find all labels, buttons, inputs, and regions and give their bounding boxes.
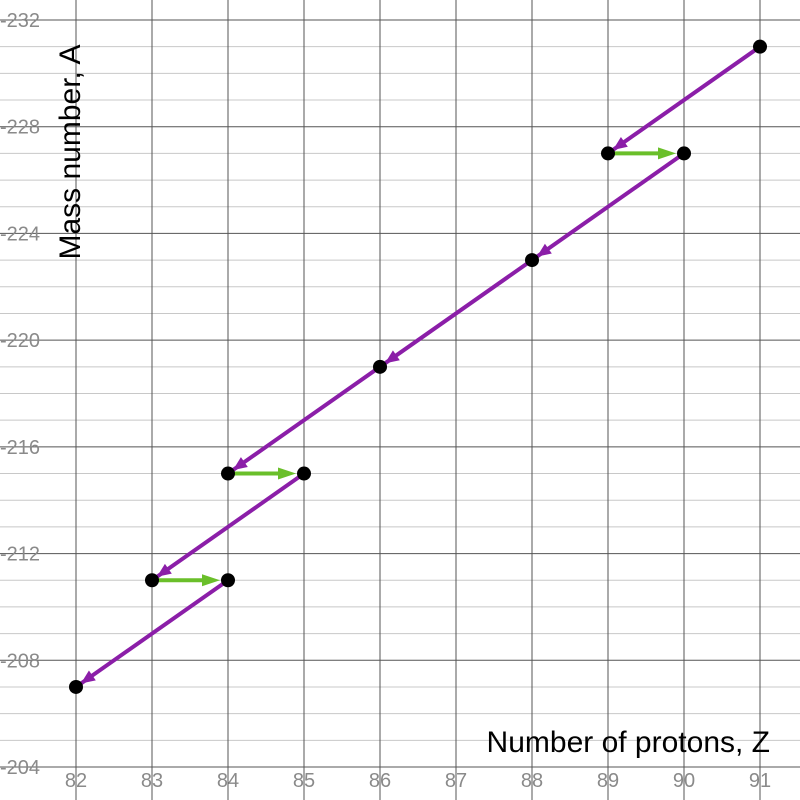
x-tick-label: 85: [293, 770, 315, 792]
nuclide-point: [677, 146, 691, 161]
x-tick-label: 82: [65, 770, 87, 792]
nuclide-point: [221, 573, 235, 588]
nuclide-point: [373, 359, 387, 374]
beta-arrowhead: [658, 147, 676, 160]
alpha-decay-line: [606, 44, 762, 156]
y-tick-label: -212: [0, 544, 40, 566]
nuclide-point: [297, 466, 311, 481]
y-tick-label: -228: [0, 117, 40, 139]
alpha-arrowhead: [536, 243, 552, 257]
nuclide-point: [753, 39, 767, 54]
alpha-decay-line: [226, 364, 382, 476]
alpha-decay-arrows: [74, 44, 762, 689]
alpha-arrowhead: [384, 350, 400, 364]
alpha-decay-line: [530, 151, 686, 263]
tick-labels: 82 83 84 85 86 87 88 89 90 91 -204 -208 -212 -216 -220…: [0, 10, 771, 792]
y-tick-label: -224: [0, 223, 40, 245]
y-tick-label: -208: [0, 650, 40, 672]
nuclide-points: [69, 39, 767, 694]
x-tick-label: 89: [597, 770, 619, 792]
y-tick-label: -220: [0, 330, 40, 352]
x-tick-label: 91: [749, 770, 771, 792]
nuclide-point: [145, 573, 159, 588]
beta-arrowhead: [278, 467, 296, 480]
alpha-arrowhead: [156, 563, 172, 577]
y-tick-label: -232: [0, 10, 40, 32]
x-tick-label: 90: [673, 770, 695, 792]
x-axis-label: Number of protons, Z: [487, 726, 770, 759]
x-tick-label: 87: [445, 770, 467, 792]
alpha-decay-line: [378, 258, 534, 369]
alpha-arrowhead: [232, 457, 248, 471]
x-tick-label: 83: [141, 770, 163, 792]
x-tick-label: 88: [521, 770, 543, 792]
beta-decay-arrows: [158, 147, 676, 587]
nuclide-point: [69, 679, 83, 694]
alpha-arrowhead: [80, 670, 96, 684]
x-tick-label: 84: [217, 770, 239, 792]
beta-arrowhead: [202, 574, 220, 587]
nuclide-point: [221, 466, 235, 481]
nuclide-point: [601, 146, 615, 161]
nuclide-point: [525, 253, 539, 268]
y-tick-label: -204: [0, 757, 40, 779]
x-tick-label: 86: [369, 770, 391, 792]
y-axis-label: Mass number, A: [54, 44, 87, 259]
alpha-decay-line: [150, 471, 306, 583]
alpha-decay-line: [74, 578, 230, 689]
y-tick-label: -216: [0, 437, 40, 459]
alpha-arrowhead: [612, 136, 628, 150]
